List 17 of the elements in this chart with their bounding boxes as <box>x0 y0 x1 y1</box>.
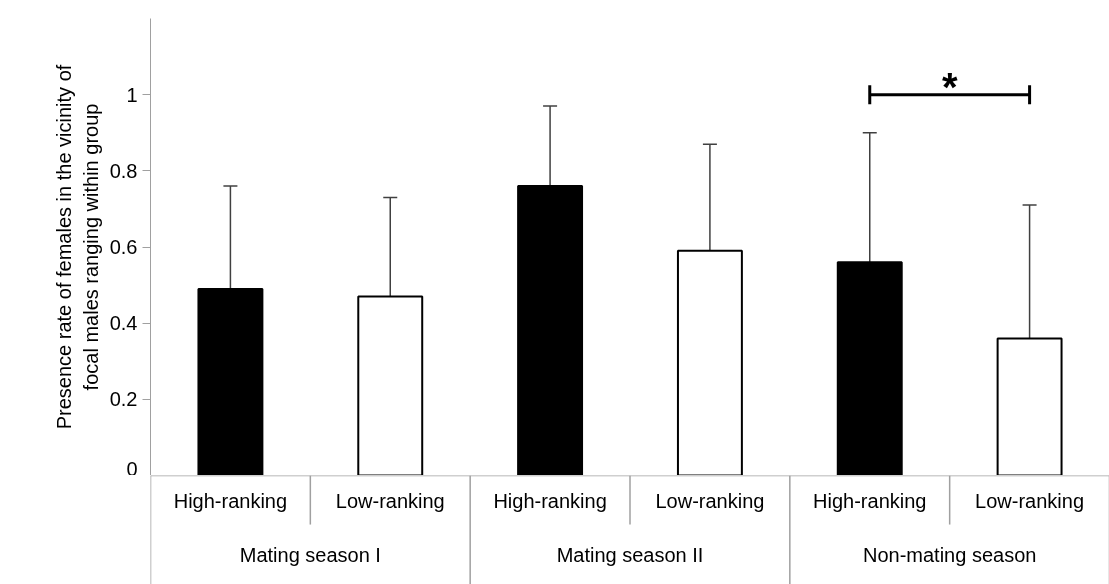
y-axis-title: Presence rate of females in the vicinity of focal males ranging within group <box>53 64 102 430</box>
y-tick-label: 0.6 <box>109 236 138 258</box>
y-tick-label: 0.8 <box>109 159 138 182</box>
text: Non-mating season <box>862 544 1037 567</box>
text: Mating season I <box>239 544 381 567</box>
x-tick-label: Low-ranking <box>655 489 765 512</box>
y-tick-label: 0 <box>126 457 138 480</box>
x-tick-label: High-ranking <box>813 489 927 512</box>
x-tick-label: High-ranking <box>493 489 607 512</box>
y-tick-label: 0.4 <box>109 312 138 335</box>
x-tick-label: Low-ranking <box>975 489 1085 512</box>
x-tick-label: Low-ranking <box>335 489 445 512</box>
annotation: * <box>941 64 958 109</box>
y-tick-label: 1 <box>126 83 138 106</box>
text: Mating season II <box>556 544 704 567</box>
y-tick-label: 0.2 <box>109 388 138 411</box>
x-tick-label: High-ranking <box>173 489 288 512</box>
